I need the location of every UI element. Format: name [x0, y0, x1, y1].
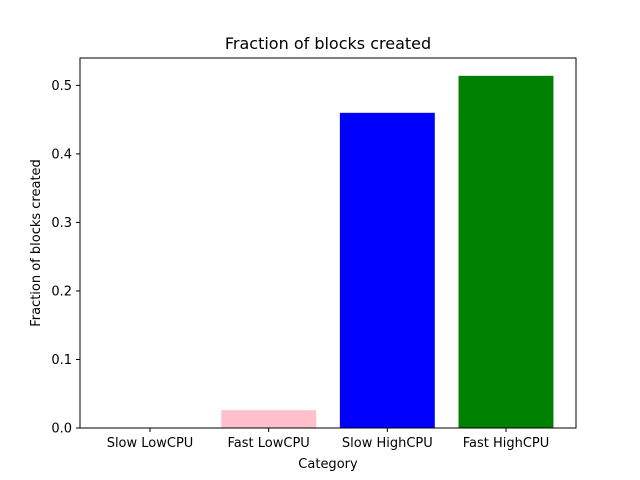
- y-tick-label: 0.0: [51, 422, 72, 437]
- bars-group: [221, 75, 554, 428]
- x-tick-label: Fast LowCPU: [228, 436, 310, 451]
- y-tick-label: 0.2: [51, 284, 72, 299]
- bar-slow-highcpu: [339, 112, 435, 428]
- x-tick-label: Slow HighCPU: [342, 436, 433, 451]
- y-tick-label: 0.5: [51, 79, 72, 94]
- x-axis-label: Category: [298, 457, 358, 472]
- x-tick-label: Fast HighCPU: [463, 436, 550, 451]
- y-tick-label: 0.4: [51, 147, 72, 162]
- x-tick-label: Slow LowCPU: [107, 436, 194, 451]
- bar-fast-lowcpu: [221, 410, 317, 428]
- chart-title: Fraction of blocks created: [225, 34, 431, 53]
- plot-frame: [79, 57, 577, 429]
- y-axis-ticks: 0.0 0.1 0.2 0.3 0.4 0.5: [51, 79, 80, 437]
- y-tick-label: 0.3: [51, 216, 72, 231]
- y-axis-label: Fraction of blocks created: [29, 159, 44, 327]
- bar-fast-highcpu: [458, 75, 554, 428]
- y-tick-label: 0.1: [51, 353, 72, 368]
- x-axis-ticks: Slow LowCPU Fast LowCPU Slow HighCPU Fast H…: [107, 428, 550, 451]
